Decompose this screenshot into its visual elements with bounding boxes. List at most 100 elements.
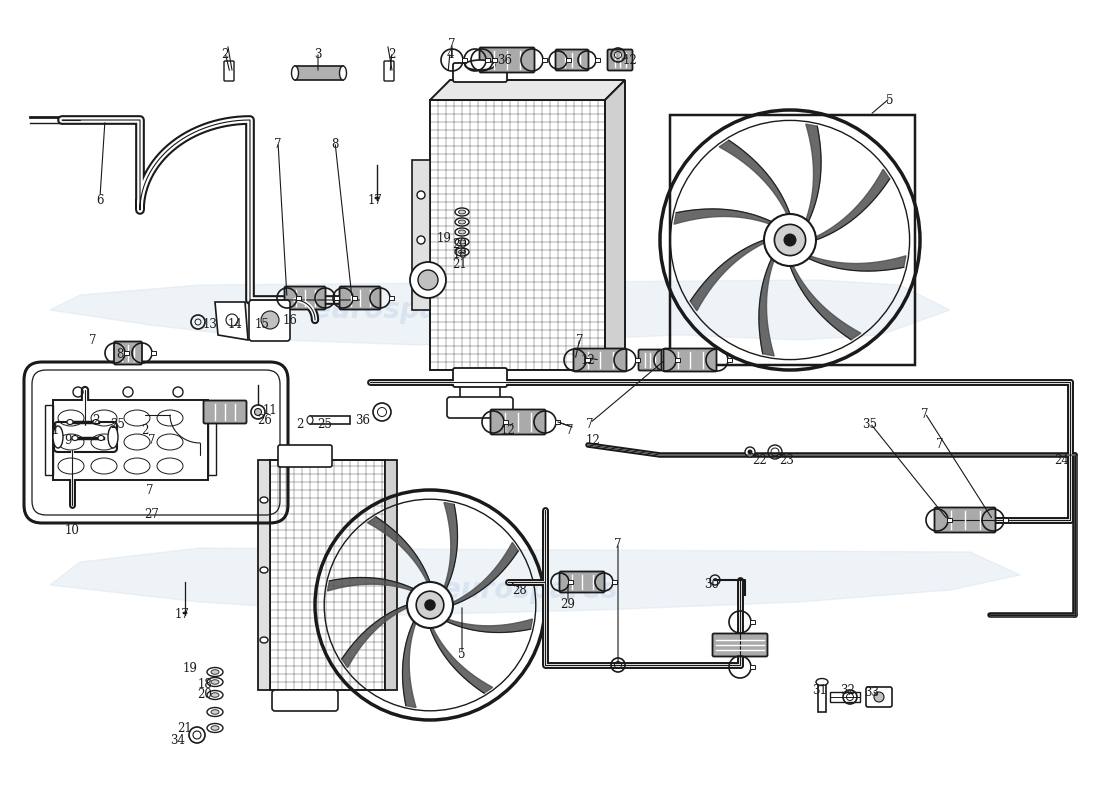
Text: 11: 11 bbox=[263, 403, 277, 417]
Text: 10: 10 bbox=[65, 523, 79, 537]
Ellipse shape bbox=[459, 230, 465, 234]
Bar bbox=[542, 58, 547, 62]
Polygon shape bbox=[674, 209, 771, 224]
Circle shape bbox=[745, 447, 755, 457]
Text: 5: 5 bbox=[459, 649, 465, 662]
Text: 7: 7 bbox=[449, 38, 455, 51]
FancyBboxPatch shape bbox=[384, 61, 394, 81]
Text: 7: 7 bbox=[586, 418, 594, 431]
Circle shape bbox=[192, 731, 201, 739]
Text: 24: 24 bbox=[1055, 454, 1069, 466]
Ellipse shape bbox=[455, 238, 469, 246]
FancyBboxPatch shape bbox=[224, 61, 234, 81]
Text: 4: 4 bbox=[447, 49, 453, 62]
Polygon shape bbox=[806, 124, 821, 222]
FancyBboxPatch shape bbox=[453, 368, 507, 387]
Text: 1: 1 bbox=[52, 423, 58, 437]
Bar bbox=[485, 58, 490, 62]
Bar bbox=[385, 460, 397, 690]
Polygon shape bbox=[759, 258, 774, 356]
Bar bbox=[947, 518, 952, 522]
Bar bbox=[45, 405, 53, 475]
Text: 22: 22 bbox=[752, 454, 768, 466]
Polygon shape bbox=[790, 266, 861, 340]
Ellipse shape bbox=[211, 710, 219, 714]
Polygon shape bbox=[719, 140, 790, 214]
Bar bbox=[295, 66, 343, 80]
FancyBboxPatch shape bbox=[491, 410, 546, 434]
Ellipse shape bbox=[455, 248, 469, 256]
FancyBboxPatch shape bbox=[54, 422, 117, 452]
Text: 26: 26 bbox=[257, 414, 273, 426]
FancyBboxPatch shape bbox=[607, 50, 632, 70]
Ellipse shape bbox=[307, 416, 314, 424]
Text: 12: 12 bbox=[623, 54, 637, 66]
Bar bbox=[462, 58, 468, 62]
Text: 2: 2 bbox=[296, 418, 304, 431]
Bar bbox=[635, 358, 640, 362]
Text: 7: 7 bbox=[566, 423, 574, 437]
Polygon shape bbox=[605, 80, 625, 370]
FancyBboxPatch shape bbox=[447, 397, 513, 418]
Bar bbox=[503, 420, 508, 424]
Bar bbox=[460, 382, 500, 400]
Ellipse shape bbox=[67, 419, 73, 425]
Bar bbox=[750, 620, 755, 624]
Circle shape bbox=[417, 191, 425, 199]
Ellipse shape bbox=[207, 678, 223, 686]
FancyBboxPatch shape bbox=[285, 286, 326, 310]
Text: 19: 19 bbox=[437, 231, 451, 245]
Text: 7: 7 bbox=[614, 538, 622, 551]
Ellipse shape bbox=[207, 667, 223, 677]
Ellipse shape bbox=[340, 66, 346, 80]
Ellipse shape bbox=[455, 228, 469, 236]
Bar bbox=[352, 296, 358, 300]
Polygon shape bbox=[453, 542, 518, 605]
Ellipse shape bbox=[72, 435, 78, 441]
Bar bbox=[750, 665, 755, 669]
Polygon shape bbox=[367, 517, 430, 582]
Ellipse shape bbox=[459, 250, 465, 254]
FancyBboxPatch shape bbox=[638, 350, 661, 370]
Bar bbox=[53, 400, 208, 480]
Polygon shape bbox=[691, 240, 764, 311]
Text: 7: 7 bbox=[936, 438, 944, 451]
Ellipse shape bbox=[459, 240, 465, 244]
Polygon shape bbox=[447, 619, 532, 633]
Text: 35: 35 bbox=[862, 418, 878, 431]
Ellipse shape bbox=[260, 637, 268, 643]
Text: 36: 36 bbox=[355, 414, 371, 426]
Ellipse shape bbox=[211, 680, 219, 684]
Bar bbox=[334, 296, 339, 300]
Polygon shape bbox=[444, 502, 458, 589]
FancyBboxPatch shape bbox=[480, 47, 535, 73]
Ellipse shape bbox=[94, 419, 99, 425]
FancyBboxPatch shape bbox=[272, 690, 338, 711]
Bar bbox=[296, 296, 301, 300]
Text: 18: 18 bbox=[198, 678, 212, 691]
Text: 20: 20 bbox=[452, 238, 468, 251]
Circle shape bbox=[783, 234, 796, 246]
Circle shape bbox=[417, 236, 425, 244]
Circle shape bbox=[425, 599, 436, 610]
Bar bbox=[258, 460, 270, 690]
Bar bbox=[818, 684, 826, 712]
FancyBboxPatch shape bbox=[249, 300, 290, 341]
FancyBboxPatch shape bbox=[866, 687, 892, 707]
Text: 15: 15 bbox=[254, 318, 270, 331]
Circle shape bbox=[874, 692, 884, 702]
Text: 33: 33 bbox=[865, 686, 880, 698]
Polygon shape bbox=[214, 302, 248, 340]
Text: 14: 14 bbox=[228, 318, 242, 331]
Text: 17: 17 bbox=[175, 609, 189, 622]
Text: 32: 32 bbox=[840, 683, 856, 697]
Bar bbox=[124, 351, 129, 355]
Bar bbox=[310, 416, 350, 424]
Text: 18: 18 bbox=[452, 249, 468, 262]
Circle shape bbox=[748, 450, 752, 454]
Text: 6: 6 bbox=[97, 194, 103, 206]
Circle shape bbox=[254, 409, 262, 415]
FancyBboxPatch shape bbox=[573, 349, 627, 371]
Bar bbox=[389, 296, 394, 300]
Ellipse shape bbox=[211, 693, 219, 698]
